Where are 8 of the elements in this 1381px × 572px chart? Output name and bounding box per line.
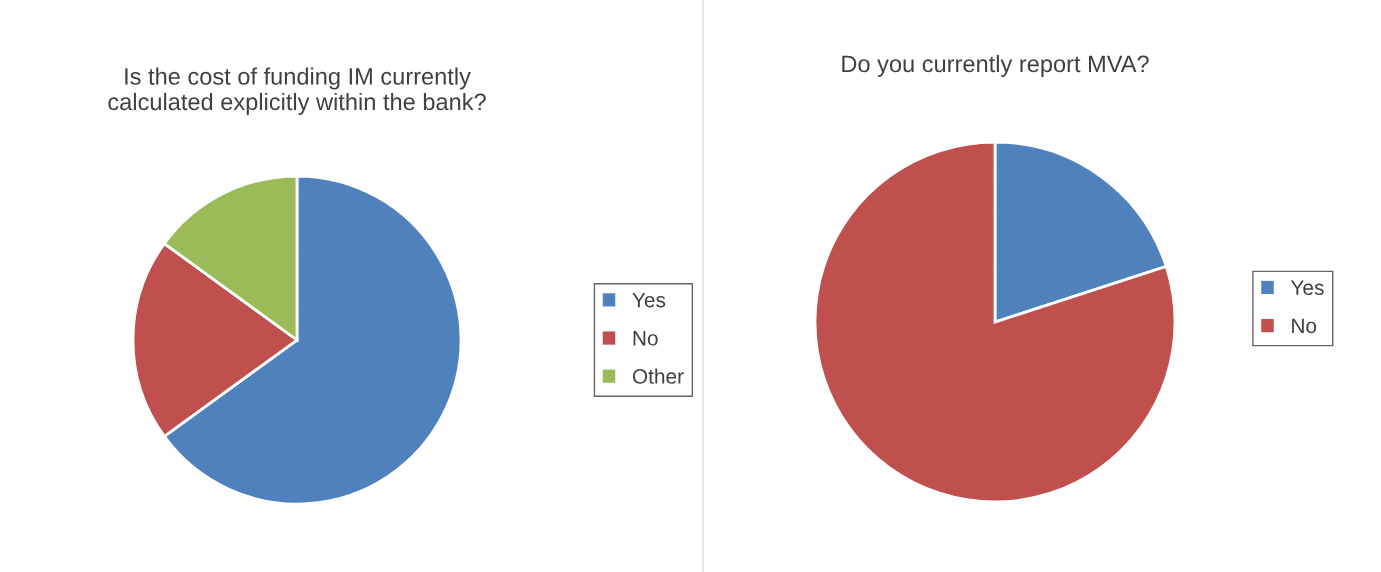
pie-slice: [813, 140, 1177, 504]
legend-label: Yes: [1290, 280, 1324, 296]
legend-label: No: [633, 331, 658, 346]
legend-label: No: [1292, 318, 1317, 334]
legend-label: Other: [632, 368, 684, 384]
chart-title: Do you currently report MVA?: [842, 54, 1149, 77]
legend-label: Yes: [632, 292, 666, 308]
chart-title: Is the cost of funding IM currently calculated explicitly within the bank?: [108, 67, 486, 115]
